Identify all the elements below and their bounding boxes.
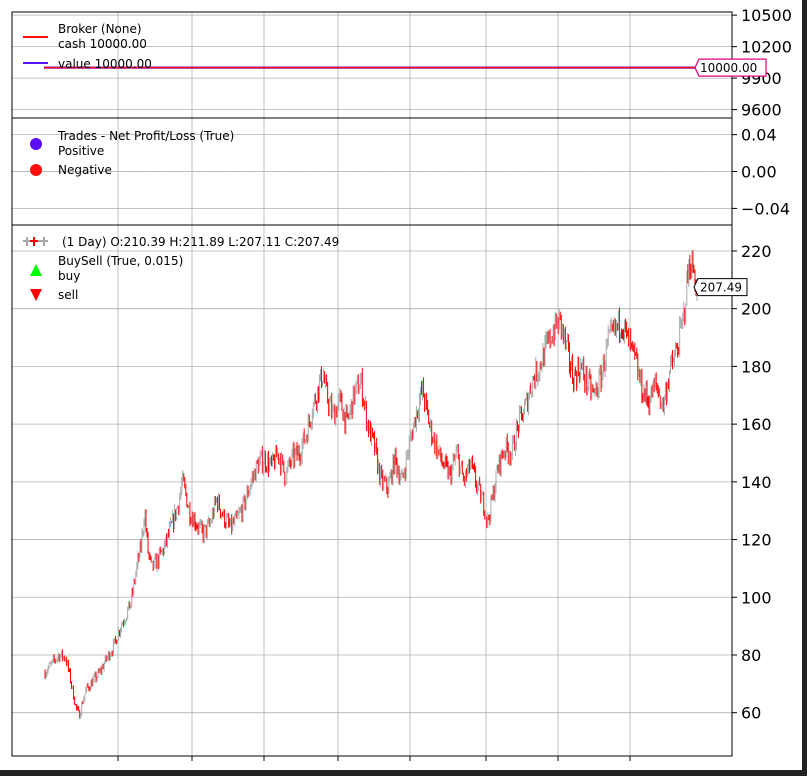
buy-legend-label: buy — [58, 269, 80, 283]
price-legend: (1 Day) O:210.39 H:211.89 L:207.11 C:207… — [23, 235, 339, 302]
y-axis-ticks: 1050010200990096000.040.00−0.04220200180… — [732, 6, 792, 723]
y-tick-label: 0.04 — [741, 126, 777, 145]
broker-legend-title: Broker (None) — [58, 22, 142, 36]
sell-triangle-icon — [30, 289, 42, 301]
sell-legend-label: sell — [58, 288, 78, 302]
ohlc-bars — [44, 250, 698, 719]
y-tick-label: 100 — [741, 588, 772, 607]
y-tick-label: 0.00 — [741, 163, 777, 182]
y-tick-label: 10200 — [741, 38, 792, 57]
y-tick-label: 160 — [741, 415, 772, 434]
value-legend-label: value 10000.00 — [58, 57, 152, 71]
y-tick-label: 200 — [741, 300, 772, 319]
y-tick-label: 10500 — [741, 6, 792, 25]
y-tick-label: 9600 — [741, 101, 782, 120]
trades-legend-title: Trades - Net Profit/Loss (True) — [57, 129, 234, 143]
y-tick-label: 220 — [741, 242, 772, 261]
cash-legend-label: cash 10000.00 — [58, 37, 147, 51]
grid-lines — [12, 12, 732, 756]
positive-marker-icon — [30, 138, 42, 150]
trades-legend: Trades - Net Profit/Loss (True) Positive… — [30, 129, 234, 177]
buy-triangle-icon — [30, 264, 42, 276]
y-tick-label: −0.04 — [741, 199, 790, 218]
buysell-legend-title: BuySell (True, 0.015) — [58, 254, 183, 268]
y-tick-label: 80 — [741, 646, 761, 665]
price-panel — [12, 225, 732, 756]
broker-last-value: 10000.00 — [700, 61, 757, 75]
positive-legend-label: Positive — [58, 144, 104, 158]
broker-tag-box — [694, 58, 767, 77]
negative-marker-icon — [30, 164, 42, 176]
price-panel-border — [11, 224, 733, 757]
broker-panel — [12, 12, 732, 118]
broker-legend: Broker (None) cash 10000.00 value 10000.… — [23, 22, 152, 71]
y-tick-label: 60 — [741, 704, 761, 723]
price-legend-title: (1 Day) O:210.39 H:211.89 L:207.11 C:207… — [62, 235, 339, 249]
y-tick-label: 180 — [741, 357, 772, 376]
negative-legend-label: Negative — [58, 163, 112, 177]
price-last-value: 207.49 — [700, 281, 742, 295]
x-axis-ticks — [117, 756, 631, 761]
price-tag-box — [693, 278, 748, 297]
y-tick-label: 140 — [741, 473, 772, 492]
broker-last-value-tag: 10000.00 — [694, 58, 767, 77]
y-tick-label: 120 — [741, 531, 772, 550]
ohlc-bar-icon — [23, 237, 48, 246]
price-last-value-tag: 207.49 — [693, 278, 748, 297]
